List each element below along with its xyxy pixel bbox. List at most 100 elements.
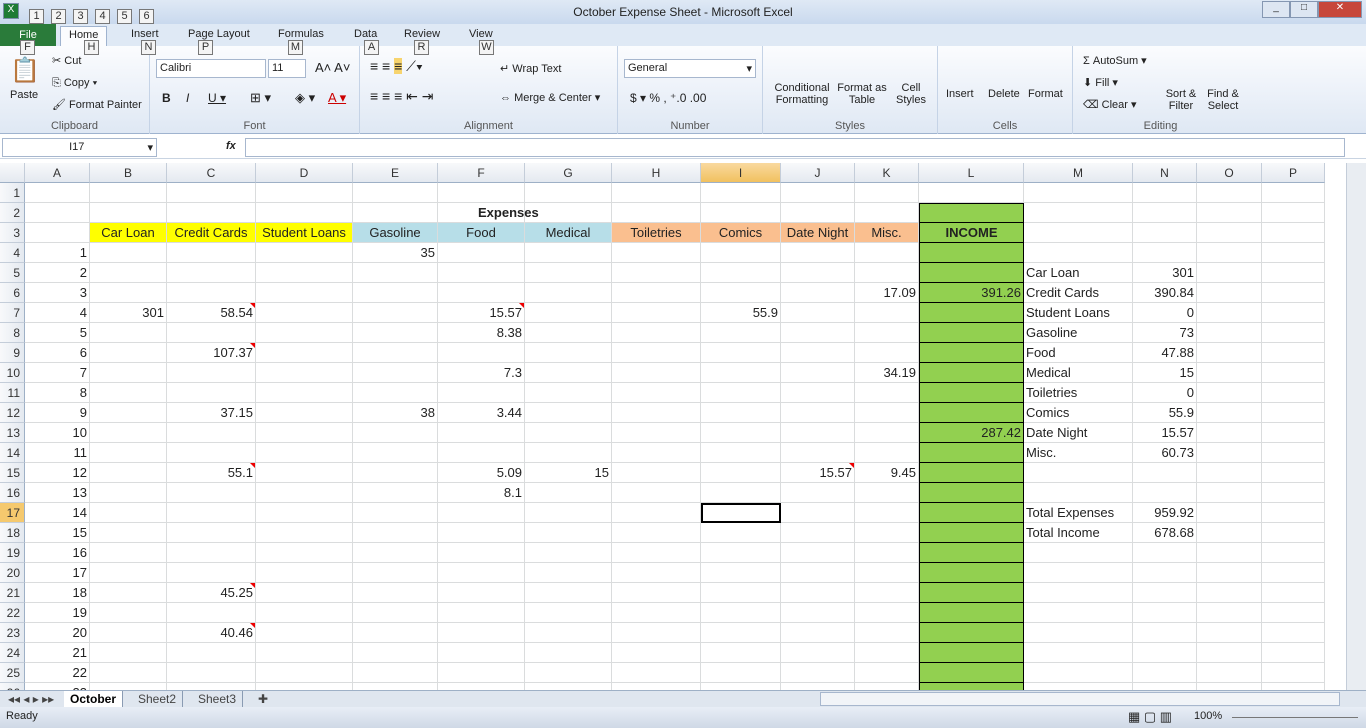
font-name-select[interactable]: Calibri [156,59,266,78]
cell-N7[interactable]: 0 [1133,303,1197,323]
cell-E24[interactable] [353,643,438,663]
cell-L24[interactable] [919,643,1024,663]
cell-N10[interactable]: 15 [1133,363,1197,383]
cell-G25[interactable] [525,663,612,683]
cell-J22[interactable] [781,603,855,623]
cell-D1[interactable] [256,183,353,203]
cell-K9[interactable] [855,343,919,363]
cell-G15[interactable]: 15 [525,463,612,483]
cell-I6[interactable] [701,283,781,303]
cell-D20[interactable] [256,563,353,583]
cell-D8[interactable] [256,323,353,343]
cell-N26[interactable] [1133,683,1197,690]
format-as-table-button[interactable]: Format as Table [837,82,887,106]
cell-B6[interactable] [90,283,167,303]
cell-C26[interactable] [167,683,256,690]
cell-B22[interactable] [90,603,167,623]
cell-N18[interactable]: 678.68 [1133,523,1197,543]
cell-L8[interactable] [919,323,1024,343]
cell-K7[interactable] [855,303,919,323]
cell-P13[interactable] [1262,423,1325,443]
cell-P12[interactable] [1262,403,1325,423]
cell-P14[interactable] [1262,443,1325,463]
cell-O16[interactable] [1197,483,1262,503]
cell-G8[interactable] [525,323,612,343]
cell-K19[interactable] [855,543,919,563]
cell-H5[interactable] [612,263,701,283]
cell-I24[interactable] [701,643,781,663]
cell-H11[interactable] [612,383,701,403]
font-color-button[interactable]: A ▾ [328,90,347,105]
cell-M5[interactable]: Car Loan [1024,263,1133,283]
cell-E1[interactable] [353,183,438,203]
cell-I1[interactable] [701,183,781,203]
row-header-18[interactable]: 18 [0,523,25,543]
cell-E3[interactable]: Gasoline [353,223,438,243]
cell-O18[interactable] [1197,523,1262,543]
cell-M15[interactable] [1024,463,1133,483]
cell-B24[interactable] [90,643,167,663]
cell-P26[interactable] [1262,683,1325,690]
cell-G14[interactable] [525,443,612,463]
cell-F19[interactable] [438,543,525,563]
cell-A15[interactable]: 12 [25,463,90,483]
cell-J21[interactable] [781,583,855,603]
cell-J10[interactable] [781,363,855,383]
insert-function-button[interactable]: fx [226,140,236,152]
column-header-A[interactable]: A [25,163,90,183]
cell-P8[interactable] [1262,323,1325,343]
cell-K5[interactable] [855,263,919,283]
vertical-align-buttons[interactable]: ≡ ≡ ≡ ⟋▾ [370,58,423,74]
cell-P24[interactable] [1262,643,1325,663]
cell-C3[interactable]: Credit Cards [167,223,256,243]
number-format-buttons[interactable]: $ ▾ % , ⁺.0 .00 [630,91,707,105]
cell-P25[interactable] [1262,663,1325,683]
row-header-24[interactable]: 24 [0,643,25,663]
cell-H20[interactable] [612,563,701,583]
cell-G22[interactable] [525,603,612,623]
cell-F26[interactable] [438,683,525,690]
row-header-5[interactable]: 5 [0,263,25,283]
horizontal-scrollbar[interactable] [820,692,1340,706]
cell-D11[interactable] [256,383,353,403]
cell-L1[interactable] [919,183,1024,203]
row-header-23[interactable]: 23 [0,623,25,643]
cell-O10[interactable] [1197,363,1262,383]
insert-cells-button[interactable]: Insert [946,88,974,100]
cell-B13[interactable] [90,423,167,443]
cell-B5[interactable] [90,263,167,283]
cell-I13[interactable] [701,423,781,443]
row-header-26[interactable]: 26 [0,683,25,690]
cell-J12[interactable] [781,403,855,423]
cell-N14[interactable]: 60.73 [1133,443,1197,463]
cell-B20[interactable] [90,563,167,583]
cell-A17[interactable]: 14 [25,503,90,523]
cell-C18[interactable] [167,523,256,543]
cell-J8[interactable] [781,323,855,343]
cell-F17[interactable] [438,503,525,523]
cell-N6[interactable]: 390.84 [1133,283,1197,303]
cell-L15[interactable] [919,463,1024,483]
cell-P5[interactable] [1262,263,1325,283]
cell-A25[interactable]: 22 [25,663,90,683]
cell-N2[interactable] [1133,203,1197,223]
cell-N24[interactable] [1133,643,1197,663]
tab-review[interactable]: Review [404,28,441,40]
cell-K3[interactable]: Misc. [855,223,919,243]
cell-J15[interactable]: 15.57 [781,463,855,483]
sheet-tab-sheet3[interactable]: Sheet3 [192,691,244,707]
cell-M11[interactable]: Toiletries [1024,383,1133,403]
cell-O12[interactable] [1197,403,1262,423]
cell-D6[interactable] [256,283,353,303]
cell-B11[interactable] [90,383,167,403]
tab-page-layout[interactable]: Page Layout [188,28,250,40]
cell-E17[interactable] [353,503,438,523]
cell-M3[interactable] [1024,223,1133,243]
cell-M21[interactable] [1024,583,1133,603]
cell-F2[interactable]: Expenses [438,203,539,223]
cell-N8[interactable]: 73 [1133,323,1197,343]
cell-K15[interactable]: 9.45 [855,463,919,483]
cell-M20[interactable] [1024,563,1133,583]
cell-N25[interactable] [1133,663,1197,683]
cell-K21[interactable] [855,583,919,603]
